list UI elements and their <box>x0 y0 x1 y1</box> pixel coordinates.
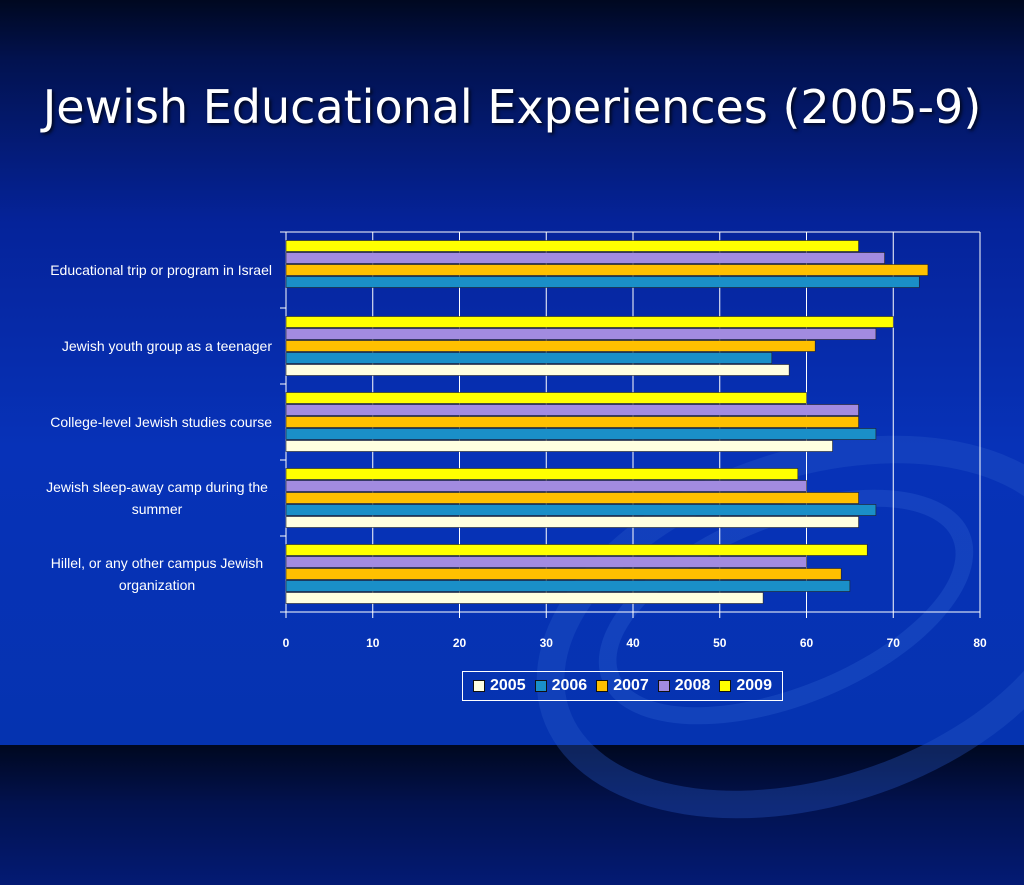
bar-2007 <box>285 340 816 352</box>
bar-2009 <box>285 468 799 480</box>
category-label: summer <box>132 501 183 517</box>
legend-item: 2008 <box>657 677 711 695</box>
bar-2008 <box>285 480 807 492</box>
x-tick-label: 30 <box>540 636 554 650</box>
legend-label: 2007 <box>613 677 649 694</box>
x-tick-label: 40 <box>626 636 640 650</box>
chart-legend: 2005 2006 2007 2008 2009 <box>462 671 783 701</box>
bar-2008 <box>285 252 885 264</box>
bar-2006 <box>285 352 773 364</box>
category-label: organization <box>119 577 195 593</box>
bar-2007 <box>285 568 842 580</box>
category-label: Hillel, or any other campus Jewish <box>51 555 263 571</box>
x-tick-label: 50 <box>713 636 727 650</box>
bar-2005 <box>285 440 833 452</box>
legend-item: 2009 <box>719 677 772 695</box>
bar-2005 <box>285 364 790 376</box>
bar-2009 <box>285 392 807 404</box>
bar-2009 <box>285 316 894 328</box>
x-tick-label: 10 <box>366 636 380 650</box>
legend-label: 2009 <box>736 677 772 694</box>
category-label: College-level Jewish studies course <box>50 414 272 430</box>
legend-label: 2006 <box>551 677 588 694</box>
bar-2008 <box>285 404 859 416</box>
category-label: Educational trip or program in Israel <box>50 262 272 278</box>
legend-item: 2007 <box>596 677 649 695</box>
legend-swatch <box>596 680 609 692</box>
bar-2006 <box>285 276 920 288</box>
bar-2005 <box>285 516 859 528</box>
x-tick-label: 70 <box>887 636 901 650</box>
bar-2008 <box>285 328 877 340</box>
legend-swatch <box>473 680 485 692</box>
x-tick-label: 80 <box>973 636 987 650</box>
legend-swatch <box>534 680 547 692</box>
category-label: Jewish youth group as a teenager <box>62 338 272 354</box>
legend-item: 2006 <box>534 677 588 695</box>
bar-2009 <box>285 544 868 556</box>
legend-swatch <box>657 680 670 692</box>
legend-label: 2005 <box>490 677 526 694</box>
legend-item: 2005 <box>473 677 526 695</box>
bar-2006 <box>285 580 851 592</box>
bar-chart: 0 10 20 30 40 50 60 70 80 Educational trip or pro… <box>46 240 987 650</box>
x-tick-label: 20 <box>453 636 467 650</box>
x-tick-label: 60 <box>800 636 814 650</box>
bar-2006 <box>285 428 877 440</box>
bar-2006 <box>285 504 877 516</box>
legend-swatch <box>719 680 732 692</box>
category-label: Jewish sleep-away camp during the <box>46 479 268 495</box>
bar-2007 <box>285 264 929 276</box>
x-tick-label: 0 <box>283 636 290 650</box>
slide-title: Jewish Educational Experiences (2005-9) <box>42 80 982 134</box>
bar-2008 <box>285 556 807 568</box>
bar-2009 <box>285 240 859 252</box>
bar-2007 <box>285 416 859 428</box>
legend-label: 2008 <box>674 677 711 694</box>
bar-2005 <box>285 592 764 604</box>
bar-2007 <box>285 492 859 504</box>
